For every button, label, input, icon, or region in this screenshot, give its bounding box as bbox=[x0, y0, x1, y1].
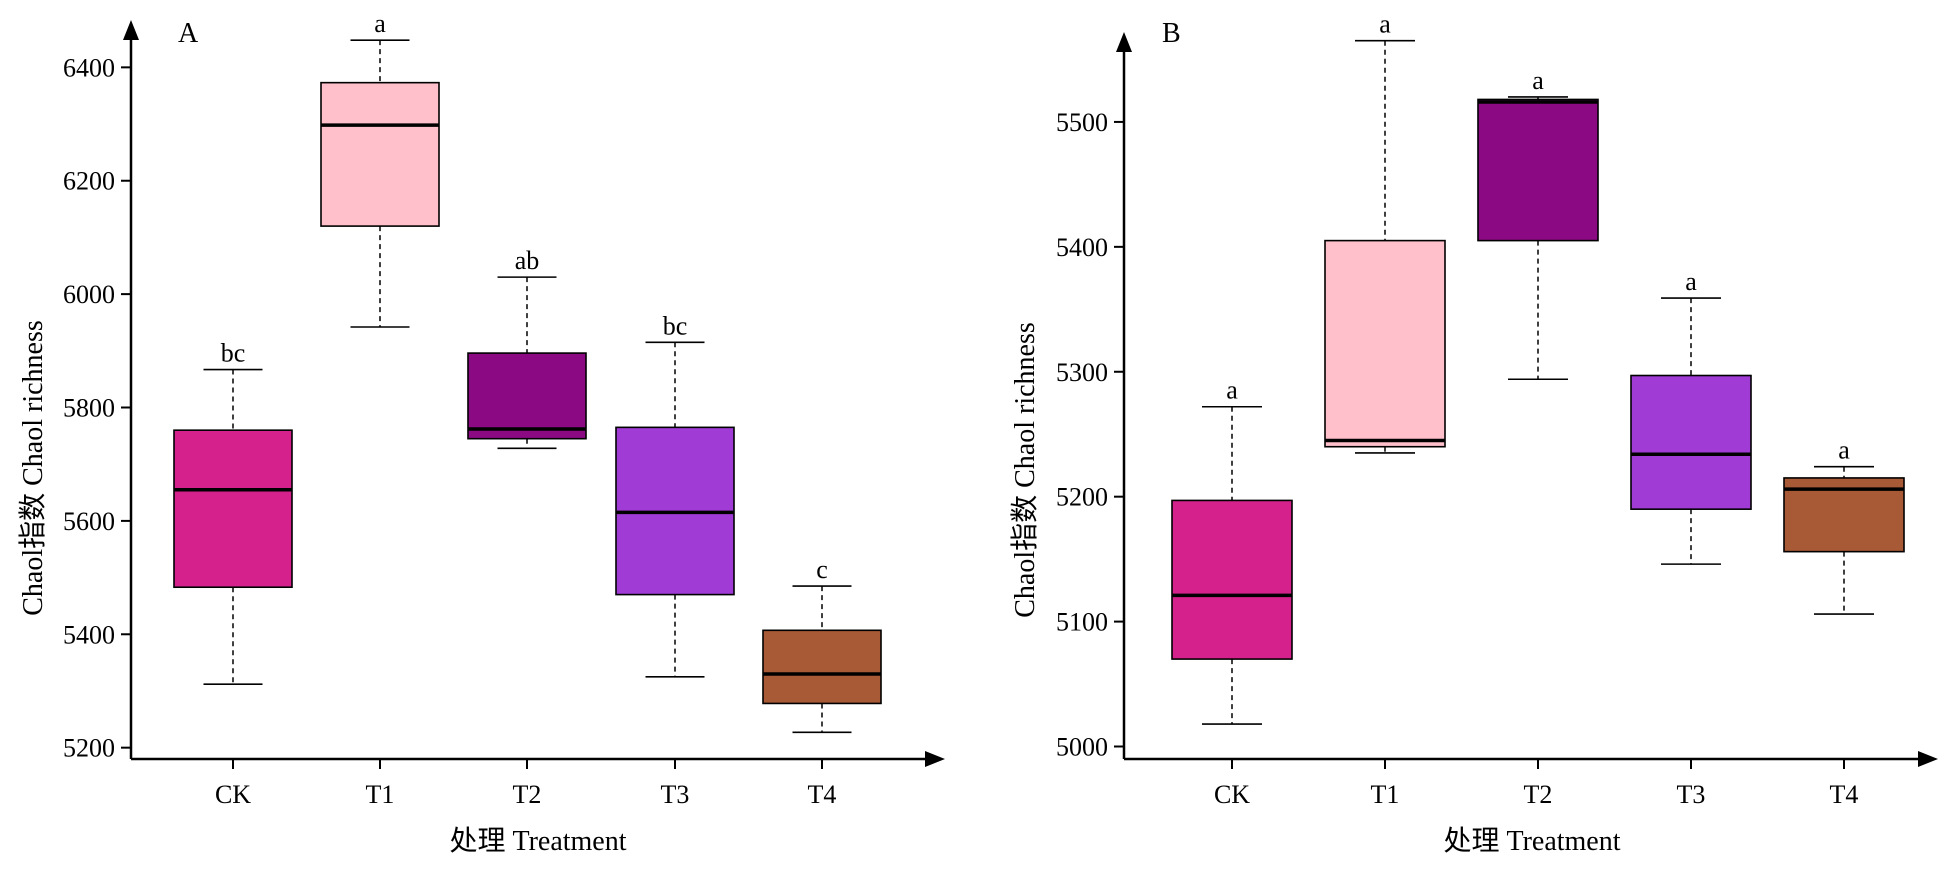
y-tick-label: 6400 bbox=[63, 53, 115, 82]
y-tick-label: 5400 bbox=[1056, 233, 1108, 262]
y-tick-label: 6000 bbox=[63, 280, 115, 309]
significance-letter: a bbox=[1532, 66, 1544, 95]
y-tick-label: 5100 bbox=[1056, 608, 1108, 637]
significance-letter: a bbox=[374, 9, 386, 38]
box-t4: c bbox=[762, 555, 882, 734]
y-tick-label: 5200 bbox=[63, 734, 115, 763]
x-tick-label: T4 bbox=[1830, 780, 1859, 809]
y-tick-label: 5300 bbox=[1056, 358, 1108, 387]
box-ck: bc bbox=[173, 339, 293, 685]
panel-a: A Chaol指数 Chaol richness 处理 Treatment 52… bbox=[17, 9, 945, 857]
significance-letter: a bbox=[1838, 436, 1850, 465]
box-t4: a bbox=[1783, 436, 1905, 615]
x-tick-label: CK bbox=[215, 780, 251, 809]
panel-b: B Chaol指数 Chaol richness 处理 Treatment 50… bbox=[1009, 10, 1938, 857]
box-t3: a bbox=[1630, 267, 1752, 565]
box-body bbox=[1477, 98, 1599, 242]
box-body bbox=[320, 81, 440, 227]
significance-letter: a bbox=[1226, 376, 1238, 405]
box-t2: a bbox=[1477, 66, 1599, 381]
box-body bbox=[1324, 239, 1446, 448]
significance-letter: bc bbox=[663, 311, 688, 340]
y-tick-label: 5800 bbox=[63, 394, 115, 423]
y-axis-title-b: Chaol指数 Chaol richness bbox=[1009, 322, 1041, 618]
x-axis-title-a: 处理 Treatment bbox=[449, 825, 626, 857]
box-t2: ab bbox=[467, 246, 587, 450]
box-body bbox=[762, 629, 882, 705]
x-tick-label: T1 bbox=[366, 780, 395, 809]
y-axis-title-a: Chaol指数 Chaol richness bbox=[17, 320, 49, 616]
y-tick-label: 5600 bbox=[63, 507, 115, 536]
x-tick-label: CK bbox=[1214, 780, 1250, 809]
y-tick-label: 5200 bbox=[1056, 483, 1108, 512]
y-axis-arrow-icon bbox=[1116, 32, 1132, 52]
x-axis-title-b: 处理 Treatment bbox=[1443, 825, 1620, 857]
x-tick-label: T2 bbox=[513, 780, 542, 809]
panel-label-b: B bbox=[1162, 18, 1181, 49]
box-t1: a bbox=[1324, 10, 1446, 454]
x-axis-arrow-icon bbox=[1918, 751, 1938, 767]
significance-letter: a bbox=[1685, 267, 1697, 296]
x-tick-label: T2 bbox=[1524, 780, 1553, 809]
panel-label-a: A bbox=[178, 18, 199, 49]
x-tick-label: T3 bbox=[1677, 780, 1706, 809]
significance-letter: bc bbox=[221, 339, 246, 368]
x-tick-label: T1 bbox=[1371, 780, 1400, 809]
y-tick-label: 5000 bbox=[1056, 733, 1108, 762]
y-tick-label: 6200 bbox=[63, 167, 115, 196]
box-t3: bc bbox=[615, 311, 735, 678]
x-axis-arrow-icon bbox=[925, 751, 945, 767]
significance-letter: ab bbox=[515, 246, 540, 275]
y-tick-label: 5400 bbox=[63, 620, 115, 649]
significance-letter: c bbox=[816, 555, 828, 584]
y-axis-arrow-icon bbox=[123, 20, 139, 40]
box-ck: a bbox=[1171, 376, 1293, 725]
box-body bbox=[1630, 374, 1752, 510]
box-body bbox=[173, 429, 293, 589]
box-body bbox=[1171, 499, 1293, 660]
box-t1: a bbox=[320, 9, 440, 328]
significance-letter: a bbox=[1379, 10, 1391, 39]
x-tick-label: T3 bbox=[661, 780, 690, 809]
y-tick-label: 5500 bbox=[1056, 108, 1108, 137]
x-tick-label: T4 bbox=[808, 780, 837, 809]
box-body bbox=[467, 352, 587, 440]
